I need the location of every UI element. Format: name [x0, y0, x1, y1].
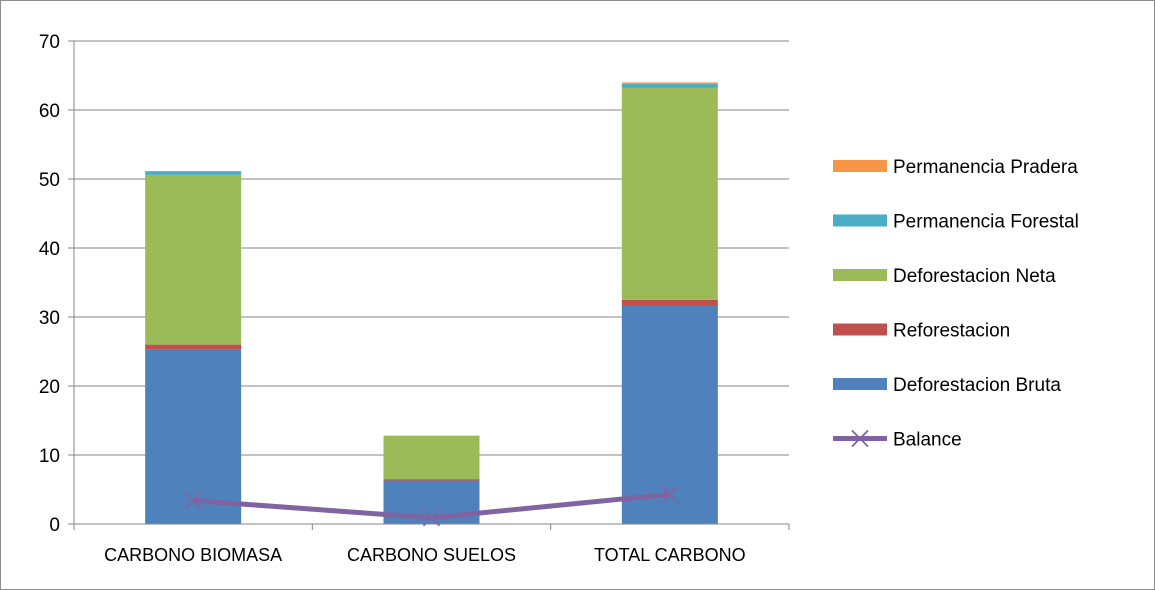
- legend-swatch-deforestacion-neta: [833, 269, 887, 281]
- x-axis-category-labels: CARBONO BIOMASA CARBONO SUELOS TOTAL CARBO…: [104, 545, 746, 565]
- legend-label-permanencia-forestal: Permanencia Forestal: [893, 212, 1079, 233]
- marker-balance-carbono-biomasa: [184, 491, 202, 510]
- legend-label-deforestacion-neta: Deforestacion Neta: [893, 266, 1056, 287]
- y-tick-label-20: 20: [39, 377, 60, 398]
- y-tick-label-10: 10: [39, 446, 60, 467]
- bar-deforestacion-neta-total-carbono: [621, 87, 718, 300]
- bar-permanencia-forestal-carbono-biomasa: [145, 171, 242, 175]
- y-axis-tick-labels: 0 10 20 30 40 50 60 70: [39, 32, 60, 536]
- bar-reforestacion-carbono-biomasa: [145, 344, 242, 350]
- y-tick-label-40: 40: [39, 239, 60, 260]
- bar-deforestacion-neta-carbono-suelos: [383, 435, 480, 480]
- legend-swatch-reforestacion: [833, 323, 887, 336]
- y-tick-label-70: 70: [39, 32, 60, 53]
- bar-permanencia-pradera-carbono-biomasa: [145, 171, 242, 172]
- y-tick-label-50: 50: [39, 170, 60, 191]
- x-category-label-carbono-biomasa: CARBONO BIOMASA: [104, 545, 282, 565]
- bar-deforestacion-neta-carbono-biomasa: [145, 174, 242, 345]
- y-tick-label-60: 60: [39, 101, 60, 122]
- balance-line-group: [184, 485, 679, 527]
- legend-label-reforestacion: Reforestacion: [893, 321, 1010, 342]
- legend-swatch-permanencia-forestal: [833, 214, 887, 227]
- axes: [68, 40, 790, 530]
- legend-swatch-permanencia-pradera: [833, 160, 887, 172]
- marker-balance-carbono-suelos: [422, 509, 441, 527]
- x-category-label-total-carbono: TOTAL CARBONO: [594, 545, 746, 565]
- legend-marker-balance: [851, 429, 869, 448]
- bar-deforestacion-bruta-carbono-biomasa: [145, 349, 242, 524]
- legend-label-permanencia-pradera: Permanencia Pradera: [893, 157, 1078, 178]
- bar-deforestacion-bruta-total-carbono: [621, 305, 718, 524]
- x-category-label-carbono-suelos: CARBONO SUELOS: [347, 545, 516, 565]
- bar-permanencia-forestal-total-carbono: [621, 83, 718, 88]
- bar-series-group: [145, 82, 718, 524]
- marker-balance-total-carbono: [661, 485, 679, 503]
- y-tick-label-30: 30: [39, 308, 60, 329]
- y-tick-label-0: 0: [49, 515, 60, 536]
- bar-reforestacion-total-carbono: [621, 299, 718, 306]
- legend-label-balance: Balance: [893, 430, 962, 451]
- legend: Permanencia Pradera Permanencia Forestal D…: [833, 157, 1079, 451]
- legend-label-deforestacion-bruta: Deforestacion Bruta: [893, 375, 1061, 396]
- bar-permanencia-pradera-total-carbono: [621, 82, 718, 84]
- legend-swatch-deforestacion-bruta: [833, 378, 887, 390]
- bar-reforestacion-carbono-suelos: [383, 479, 480, 481]
